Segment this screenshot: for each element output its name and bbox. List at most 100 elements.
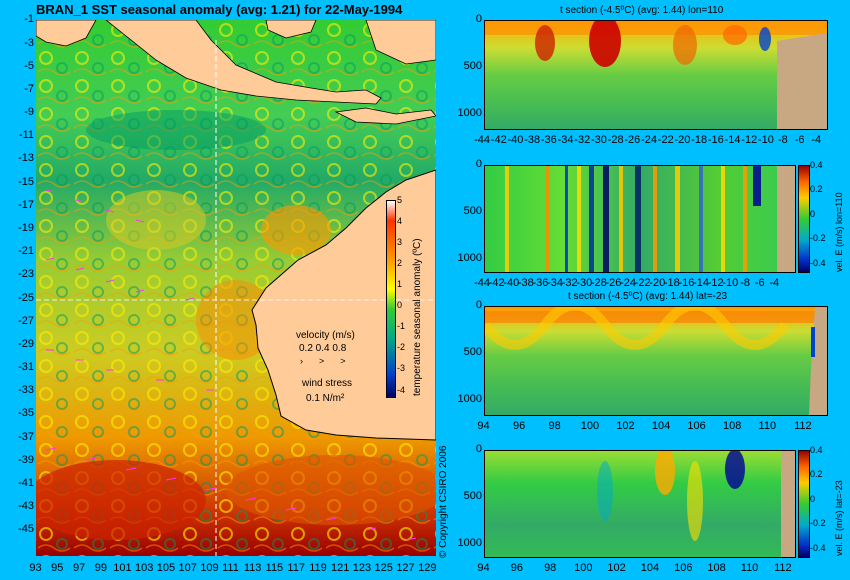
sst-colorbar-tick: 1 bbox=[397, 279, 403, 290]
section-x-tick-label: -10 bbox=[758, 134, 774, 146]
map-y-tick-label: -31 bbox=[18, 361, 34, 374]
map-y-tick-label: -43 bbox=[18, 500, 34, 513]
section-x-tick-label: 112 bbox=[774, 562, 792, 574]
section-y-tick-label: 1000 bbox=[457, 252, 482, 265]
map-y-tick-label: -37 bbox=[18, 430, 34, 443]
vel-colorbar-tick: 0.4 bbox=[810, 444, 823, 455]
map-x-tick-label: 115 bbox=[265, 562, 284, 574]
vel-lat23-colorbar-label: vel. E (m/s) lat=-23 bbox=[834, 480, 844, 556]
map-x-tick-label: 129 bbox=[418, 562, 437, 574]
vel-colorbar-tick: 0.4 bbox=[810, 159, 823, 170]
panel2-x-ticks: -44 -42 -40 -38 -36 -34 -32 -30 -28 -26 -24 -22 -20-… bbox=[474, 277, 826, 291]
map-x-tick-label: 123 bbox=[352, 562, 372, 574]
section-x-tick-label: -20 bbox=[674, 134, 691, 146]
section-x-tick-label: 106 bbox=[687, 420, 706, 432]
map-y-tick-label: -15 bbox=[18, 175, 34, 188]
section-x-tick-label: 110 bbox=[758, 420, 777, 432]
panel4-x-ticks: 94 96 98 100 102 104 106 108 110 112 bbox=[477, 562, 826, 576]
sst-colorbar-tick: -2 bbox=[397, 342, 406, 353]
map-y-tick-label: -27 bbox=[18, 314, 34, 327]
sst-colorbar-tick: -4 bbox=[397, 384, 406, 395]
section-x-tick-label: 96 bbox=[510, 562, 523, 574]
section-x-tick-label: 104 bbox=[651, 420, 671, 432]
map-y-tick-label: -3 bbox=[24, 36, 34, 49]
section-x-tick-label: 104 bbox=[640, 562, 660, 574]
section-x-tick-label: -44 bbox=[474, 277, 491, 289]
section-x-tick-label: 102 bbox=[616, 420, 635, 432]
map-y-tick-label: -9 bbox=[24, 106, 34, 119]
section-y-tick-label: 1000 bbox=[457, 537, 482, 550]
section-x-tick-label: -36 bbox=[540, 134, 557, 146]
section-x-tick-label: -20 bbox=[649, 277, 666, 289]
vel-lon110-colorbar bbox=[798, 165, 810, 273]
main-title: BRAN_1 SST seasonal anomaly (avg: 1.21) … bbox=[36, 2, 403, 17]
vel-lat23-colorbar bbox=[798, 450, 810, 558]
map-x-tick-label: 127 bbox=[396, 562, 415, 574]
section-x-tick-label: 102 bbox=[607, 562, 626, 574]
map-y-tick-label: -7 bbox=[24, 82, 34, 95]
section-x-tick-label: -30 bbox=[576, 277, 593, 289]
map-y-tick-label: -33 bbox=[18, 384, 34, 397]
vel-colorbar-tick: -0.4 bbox=[810, 542, 826, 553]
sst-colorbar-tick: 0 bbox=[397, 300, 403, 311]
velocity-label: velocity (m/s) bbox=[296, 330, 355, 341]
sst-colorbar-label: temperature seasonal anomaly (ºC) bbox=[412, 238, 423, 396]
vel-colorbar-tick: -0.2 bbox=[810, 518, 826, 529]
panel3-x-ticks: 94 96 98 100 102 104 106 108 110 112 bbox=[477, 420, 826, 434]
section-x-tick-label: -4 bbox=[811, 134, 822, 146]
vel-colorbar-tick: 0.2 bbox=[810, 469, 823, 480]
map-y-tick-label: -17 bbox=[18, 198, 34, 211]
section-y-tick-label: 0 bbox=[475, 299, 482, 312]
map-x-tick-label: 117 bbox=[287, 562, 305, 574]
section-x-tick-label: -34 bbox=[557, 134, 574, 146]
section-y-tick-label: 0 bbox=[475, 158, 482, 171]
velocity-scale: 0.2 0.4 0.8 bbox=[299, 343, 347, 354]
t-section-lat23 bbox=[484, 306, 828, 416]
panel3-title: t section (-4.5ºC) (avg: 1.44) lat=-23 bbox=[568, 291, 727, 302]
section-x-tick-label: -14 bbox=[693, 277, 709, 289]
panel1-title: t section (-4.5ºC) (avg: 1.44) lon=110 bbox=[560, 5, 724, 16]
section-x-tick-label: -18 bbox=[663, 277, 680, 289]
map-x-tick-label: 97 bbox=[72, 562, 86, 574]
section-x-tick-label: -26 bbox=[624, 134, 641, 146]
map-x-tick-label: 99 bbox=[94, 562, 107, 574]
section-x-tick-label: 100 bbox=[580, 420, 600, 432]
section-x-tick-label: -24 bbox=[641, 134, 657, 146]
sst-colorbar-tick: 4 bbox=[397, 215, 403, 226]
section-x-tick-label: -14 bbox=[724, 134, 741, 146]
vel-e-lon110 bbox=[484, 165, 796, 273]
map-y-tick-label: -11 bbox=[18, 129, 34, 142]
section-y-tick-label: 500 bbox=[463, 490, 482, 503]
map-y-tick-label: -45 bbox=[18, 523, 34, 536]
panel1-x-ticks: -44 -42 -40 -38 -36 -34 -32 -30 -28 -26 -24 -22 -20-… bbox=[474, 134, 826, 148]
section-x-tick-label: -30 bbox=[591, 134, 607, 146]
section-y-tick-label: 500 bbox=[463, 60, 482, 73]
sst-colorbar-tick: -3 bbox=[397, 363, 406, 374]
map-y-tick-label: -13 bbox=[18, 152, 34, 165]
section-x-tick-label: 98 bbox=[548, 420, 561, 432]
panel4-y-ticks: 0 500 1000 bbox=[444, 443, 482, 558]
section-x-tick-label: -12 bbox=[707, 277, 724, 289]
section-y-tick-label: 0 bbox=[475, 13, 482, 26]
section-y-tick-label: 500 bbox=[463, 346, 482, 359]
panel3-y-ticks: 0 500 1000 bbox=[444, 299, 482, 416]
section-x-tick-label: 94 bbox=[477, 420, 490, 432]
section-x-tick-label: 110 bbox=[740, 562, 759, 574]
section-x-tick-label: 112 bbox=[794, 420, 812, 432]
section-y-tick-label: 0 bbox=[475, 443, 482, 456]
section-x-tick-label: -6 bbox=[794, 134, 805, 146]
section-x-tick-label: -22 bbox=[657, 134, 674, 146]
map-x-tick-label: 109 bbox=[200, 562, 219, 574]
map-y-tick-label: -29 bbox=[18, 337, 34, 350]
vel-lat23-colorbar-ticks: 0.4 0.2 0 -0.2 -0.4 bbox=[810, 445, 830, 558]
section-x-tick-label: -38 bbox=[524, 134, 541, 146]
t-section-lon110-svg bbox=[485, 21, 827, 129]
map-x-tick-label: 93 bbox=[29, 562, 42, 574]
section-x-tick-label: -42 bbox=[488, 277, 505, 289]
map-x-tick-label: 103 bbox=[134, 562, 154, 574]
vel-colorbar-tick: 0 bbox=[810, 208, 816, 219]
section-x-tick-label: -16 bbox=[707, 134, 724, 146]
map-x-tick-label: 121 bbox=[330, 562, 350, 574]
section-x-tick-label: 100 bbox=[574, 562, 593, 574]
panel2-y-ticks: 0 500 1000 bbox=[444, 158, 482, 273]
